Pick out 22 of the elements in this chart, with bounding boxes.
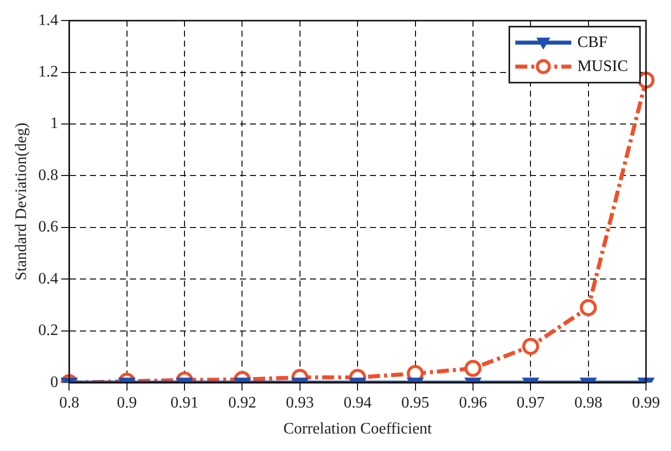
x-tick-label: 0.91: [170, 394, 199, 412]
x-axis-title: Correlation Coefficient: [283, 420, 432, 438]
x-tick-label: 0.97: [516, 394, 545, 412]
x-tick-label: 0.92: [228, 394, 256, 412]
x-tick-label: 0.94: [344, 394, 372, 412]
legend-label: MUSIC: [577, 58, 628, 75]
x-tick-label: 0.93: [286, 394, 314, 412]
y-tick-label: 1: [50, 115, 58, 132]
y-tick-label: 0.6: [38, 218, 58, 236]
y-tick-label: 1.2: [38, 64, 58, 81]
y-tick-label: 1.4: [38, 12, 58, 29]
x-tick-label: 0.95: [401, 394, 430, 412]
y-tick-label: 0.8: [38, 166, 58, 184]
y-tick-label: 0: [50, 374, 58, 391]
x-tick-label: 0.98: [574, 394, 602, 412]
y-axis-title: Standard Deviation(deg): [12, 122, 30, 280]
legend-label: CBF: [577, 34, 608, 51]
x-tick-label: 0.99: [632, 394, 660, 412]
x-tick-label: 0.96: [458, 394, 487, 412]
y-tick-label: 0.2: [38, 322, 58, 340]
x-tick-label: 0.9: [116, 394, 137, 412]
y-tick-label: 0.4: [38, 270, 58, 288]
